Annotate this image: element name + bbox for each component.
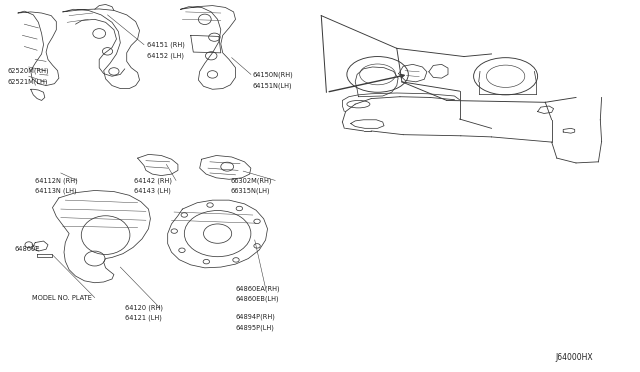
Text: 64860E: 64860E: [14, 246, 40, 252]
Text: 62520M(RH): 62520M(RH): [8, 67, 49, 74]
Text: 64151N(LH): 64151N(LH): [253, 82, 292, 89]
Text: 66315N(LH): 66315N(LH): [230, 187, 270, 194]
Text: J64000HX: J64000HX: [556, 353, 593, 362]
Text: 64150N(RH): 64150N(RH): [253, 71, 294, 78]
Text: 64151 (RH): 64151 (RH): [147, 41, 185, 48]
Text: 64112N (RH): 64112N (RH): [35, 177, 78, 184]
Text: 64113N (LH): 64113N (LH): [35, 187, 77, 194]
Text: 64860EB(LH): 64860EB(LH): [236, 295, 279, 302]
Text: 62521M(LH): 62521M(LH): [8, 78, 48, 85]
Text: 64152 (LH): 64152 (LH): [147, 52, 184, 59]
Text: 64894P(RH): 64894P(RH): [236, 314, 275, 320]
Text: MODEL NO. PLATE: MODEL NO. PLATE: [32, 295, 92, 301]
Text: 64121 (LH): 64121 (LH): [125, 315, 162, 321]
Text: 64142 (RH): 64142 (RH): [134, 177, 172, 184]
Text: 64860EA(RH): 64860EA(RH): [236, 285, 280, 292]
Text: 64120 (RH): 64120 (RH): [125, 305, 163, 311]
Text: 64143 (LH): 64143 (LH): [134, 187, 172, 194]
Text: 66302M(RH): 66302M(RH): [230, 177, 272, 184]
Text: 64895P(LH): 64895P(LH): [236, 324, 275, 331]
